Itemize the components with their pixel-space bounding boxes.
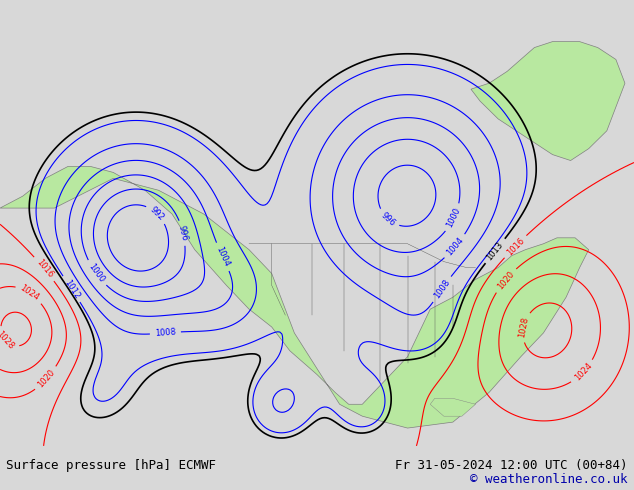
Text: 1012: 1012 — [62, 278, 81, 300]
Text: 1004: 1004 — [214, 245, 231, 269]
Polygon shape — [471, 42, 625, 161]
Text: 1013: 1013 — [485, 240, 505, 262]
Text: 1016: 1016 — [34, 258, 55, 280]
Polygon shape — [0, 167, 589, 428]
Text: 1024: 1024 — [573, 362, 593, 383]
Text: 992: 992 — [148, 205, 165, 222]
Text: 1020: 1020 — [495, 269, 515, 291]
Text: 1024: 1024 — [18, 284, 41, 303]
Polygon shape — [430, 398, 476, 416]
Text: 1008: 1008 — [432, 278, 451, 300]
Text: 1004: 1004 — [445, 236, 465, 257]
Text: © weatheronline.co.uk: © weatheronline.co.uk — [470, 472, 628, 486]
Text: 996: 996 — [177, 224, 189, 242]
Text: Fr 31-05-2024 12:00 UTC (00+84): Fr 31-05-2024 12:00 UTC (00+84) — [395, 459, 628, 472]
Text: 1020: 1020 — [36, 368, 57, 390]
Text: Surface pressure [hPa] ECMWF: Surface pressure [hPa] ECMWF — [6, 459, 216, 472]
Text: 1028: 1028 — [0, 330, 16, 351]
Text: 996: 996 — [379, 211, 397, 228]
Text: 1000: 1000 — [86, 262, 106, 285]
Text: 1008: 1008 — [155, 328, 176, 338]
Text: 1016: 1016 — [505, 236, 526, 257]
Text: 1000: 1000 — [445, 207, 462, 229]
Text: 1028: 1028 — [517, 316, 530, 339]
